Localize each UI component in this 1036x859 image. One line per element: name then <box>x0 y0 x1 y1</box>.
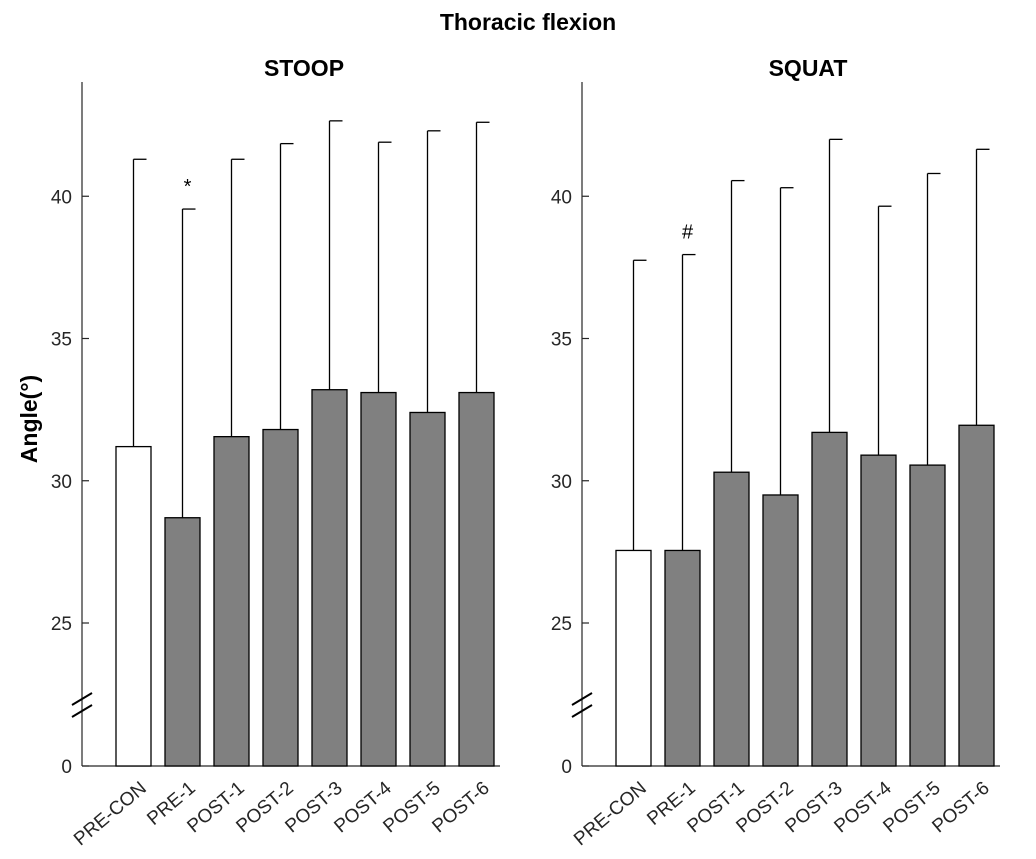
bar-post-5 <box>409 411 446 767</box>
y-tick-label: 30 <box>51 472 72 493</box>
bar-post-1 <box>713 471 750 767</box>
bar-pre-con <box>115 445 152 767</box>
y-tick-label: 0 <box>561 757 572 778</box>
bar-post-2 <box>262 428 299 767</box>
bar-post-6 <box>458 391 495 767</box>
y-tick-label: 40 <box>551 187 572 208</box>
y-tick-label: 25 <box>51 614 72 635</box>
bar-post-4 <box>860 454 897 767</box>
bar-post-6 <box>958 424 995 767</box>
bar-post-5 <box>909 464 946 767</box>
x-tick-label-pre-con: PRE-CON <box>70 778 151 850</box>
chart-panel-squat: SQUAT025303540PRE-CONPRE-1POST-1POST-2PO… <box>551 55 1000 850</box>
panel-title-stoop: STOOP <box>264 55 344 81</box>
bar-pre-con <box>615 549 652 767</box>
y-tick-label: 40 <box>51 187 72 208</box>
y-tick-label: 0 <box>61 757 72 778</box>
figure-title: Thoracic flexion <box>440 9 616 35</box>
significance-marker: # <box>682 222 694 244</box>
axis-break-mark <box>571 704 593 718</box>
y-tick-label: 35 <box>51 330 72 351</box>
chart-panel-stoop: STOOP025303540PRE-CONPRE-1POST-1POST-2PO… <box>51 55 500 850</box>
bar-pre-1 <box>664 549 701 767</box>
x-tick-label-pre-con: PRE-CON <box>570 778 651 850</box>
y-tick-label: 25 <box>551 614 572 635</box>
axis-break-mark <box>71 704 93 718</box>
bar-post-4 <box>360 391 397 767</box>
bar-post-2 <box>762 494 799 767</box>
bar-post-1 <box>213 436 250 767</box>
y-tick-label: 30 <box>551 472 572 493</box>
bar-post-3 <box>311 389 348 767</box>
axis-break-mark <box>571 692 593 706</box>
significance-marker: * <box>184 176 192 198</box>
y-axis-label: Angle(°) <box>16 375 42 463</box>
bar-pre-1 <box>164 517 201 767</box>
y-tick-label: 35 <box>551 330 572 351</box>
axis-break-mark <box>71 692 93 706</box>
bar-post-3 <box>811 431 848 767</box>
panel-title-squat: SQUAT <box>769 55 848 81</box>
